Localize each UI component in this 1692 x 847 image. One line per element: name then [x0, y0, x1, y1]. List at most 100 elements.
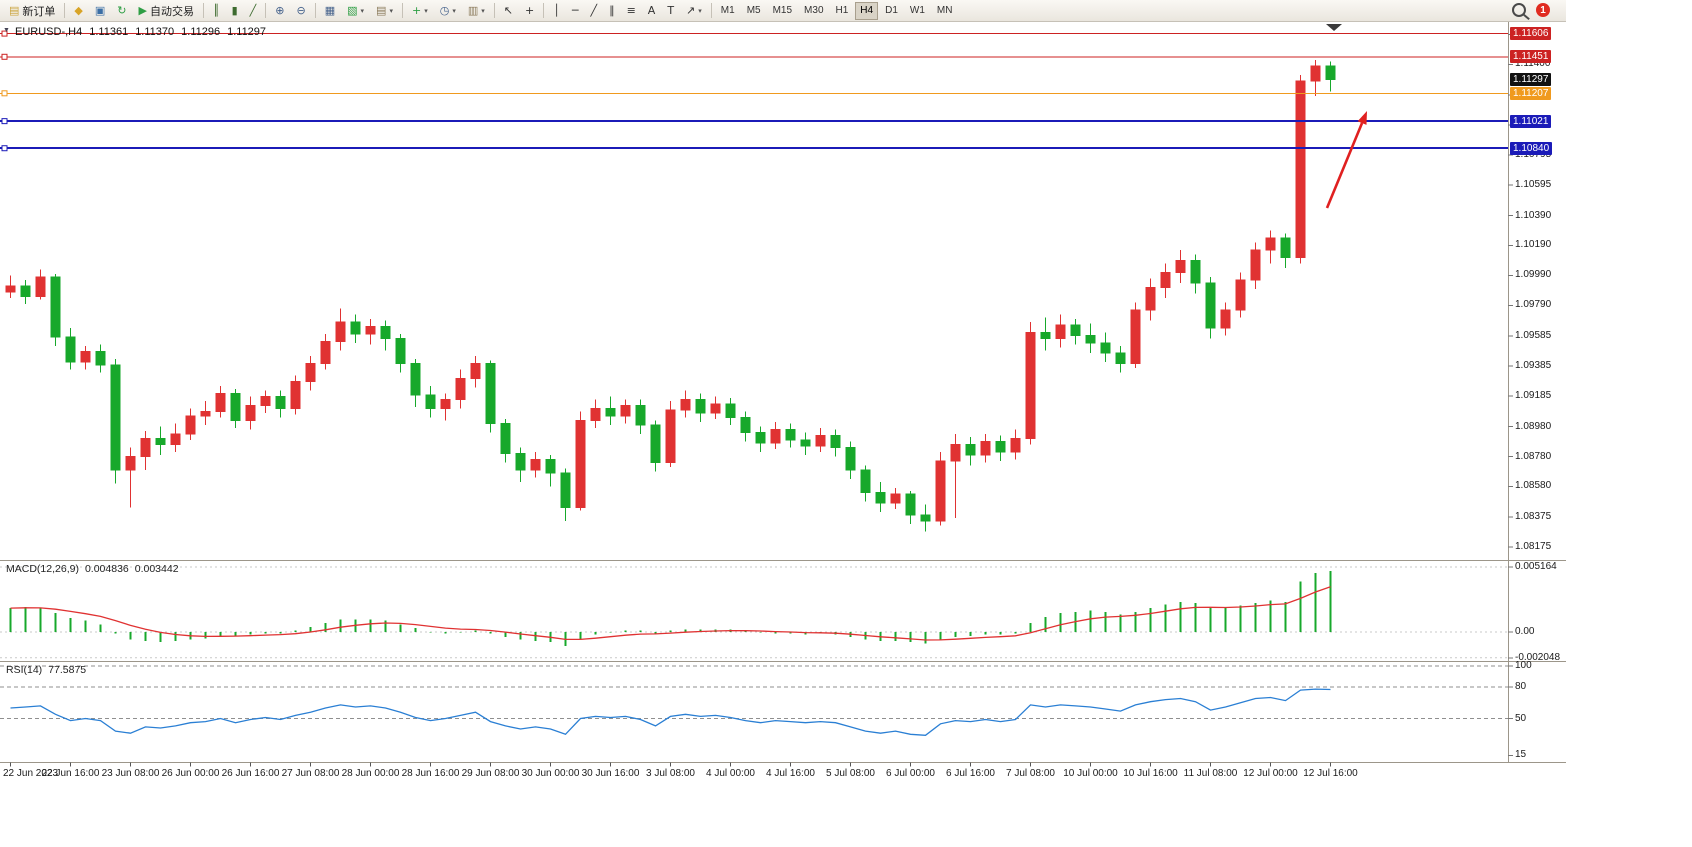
templates-button[interactable]: ▥ ▾: [463, 1, 490, 21]
macd-histogram-bar: [939, 632, 942, 640]
line-chart-button[interactable]: ╱: [245, 1, 262, 21]
chart-shift-marker[interactable]: [1326, 24, 1342, 31]
trendline-button[interactable]: ╱: [585, 1, 602, 21]
fibonacci-button[interactable]: ≡: [622, 1, 641, 21]
line-handle[interactable]: [1, 90, 8, 97]
macd-histogram-bar: [204, 632, 207, 639]
macd-histogram-bar: [324, 623, 327, 632]
candle: [1310, 65, 1321, 82]
bar-close-value: 1.11297: [227, 26, 267, 38]
candle: [545, 458, 556, 474]
candle: [1070, 324, 1081, 336]
macd-histogram-bar: [84, 620, 87, 632]
macd-histogram-bar: [1149, 608, 1152, 632]
tf-mn-button-label: MN: [936, 5, 953, 16]
macd-histogram-bar: [1044, 616, 1047, 632]
line-handle[interactable]: [1, 53, 8, 60]
candlestick-button[interactable]: ▮: [227, 1, 243, 21]
candle: [665, 409, 676, 463]
arrow-annotation[interactable]: [1325, 122, 1364, 209]
candle: [1175, 259, 1186, 273]
profiles-button[interactable]: ▤ ▾: [371, 1, 398, 21]
macd-histogram-bar: [489, 632, 492, 634]
market-icon: ◆: [74, 4, 83, 17]
macd-histogram-bar: [279, 632, 282, 634]
crosshair-button[interactable]: +: [520, 1, 539, 21]
tf-m1-button[interactable]: M1: [716, 2, 740, 20]
candle: [830, 435, 841, 449]
arrows-button[interactable]: ↗ ▾: [681, 1, 707, 21]
new-chart-button[interactable]: ▧ ▾: [342, 1, 369, 21]
candle: [1160, 271, 1171, 288]
one-click-trading-toggle[interactable]: ▼: [3, 27, 10, 34]
tf-h1-button[interactable]: H1: [831, 2, 854, 20]
text-label-button[interactable]: T: [662, 1, 679, 21]
candle: [5, 285, 16, 293]
candle: [950, 444, 961, 462]
toolbar-separator: [710, 3, 712, 18]
macd-histogram-bar: [9, 608, 12, 632]
bar-chart-button[interactable]: ║: [208, 1, 225, 21]
tf-m30-button[interactable]: M30: [799, 2, 828, 20]
candle: [605, 408, 616, 417]
macd-histogram-bar: [534, 632, 537, 641]
tf-mn-button[interactable]: MN: [932, 2, 958, 20]
tile-windows-button[interactable]: ▦: [320, 1, 340, 21]
candle: [125, 456, 136, 471]
horizontal-line-button[interactable]: ─: [567, 1, 584, 21]
dropdown-caret-icon: ▾: [389, 7, 393, 15]
macd-histogram-bar: [1314, 572, 1317, 632]
tf-m15-button[interactable]: M15: [768, 2, 797, 20]
tf-d1-button-label: D1: [885, 5, 898, 16]
macd-histogram-bar: [1194, 603, 1197, 632]
autotrading-button[interactable]: ▶ 自动交易: [134, 1, 199, 21]
tf-d1-button[interactable]: D1: [880, 2, 903, 20]
candle: [680, 399, 691, 411]
tf-m5-button[interactable]: M5: [742, 2, 766, 20]
candle: [1055, 324, 1066, 339]
line-handle[interactable]: [1, 118, 8, 125]
zoom-in-button[interactable]: ⊕: [270, 1, 289, 21]
channel-button[interactable]: ∥: [604, 1, 620, 21]
text-button[interactable]: A: [643, 1, 661, 21]
toolbar-separator: [265, 3, 267, 18]
zoom-out-button[interactable]: ⊖: [292, 1, 311, 21]
line-handle[interactable]: [1, 30, 8, 37]
candle: [740, 417, 751, 434]
search-icon[interactable]: [1512, 3, 1526, 17]
signals-button[interactable]: ▣: [90, 1, 110, 21]
periods-button[interactable]: ◷ ▾: [435, 1, 461, 21]
tf-h4-button[interactable]: H4: [855, 1, 879, 20]
refresh-icon: ↻: [117, 4, 127, 17]
candle: [590, 408, 601, 422]
new-order-button[interactable]: ▤ 新订单: [4, 1, 60, 21]
macd-histogram-bar: [444, 632, 447, 634]
dropdown-caret-icon: ▾: [481, 7, 485, 15]
indicators-button[interactable]: + ▾: [407, 1, 433, 21]
macd-histogram-bar: [1329, 571, 1332, 632]
candle: [995, 441, 1006, 453]
notification-badge[interactable]: 1: [1536, 3, 1550, 17]
candle: [845, 447, 856, 471]
autotrading-button-label: 自动交易: [149, 5, 194, 18]
refresh-button[interactable]: ↻: [112, 1, 131, 21]
candle: [500, 423, 511, 455]
candle: [575, 420, 586, 508]
candle: [755, 432, 766, 444]
vertical-line-button[interactable]: │: [548, 1, 565, 21]
macd-histogram-bar: [219, 632, 222, 636]
candle: [1295, 80, 1306, 258]
macd-histogram-bar: [159, 632, 162, 643]
cursor-button[interactable]: ↖: [499, 1, 518, 21]
macd-histogram-bar: [1254, 603, 1257, 632]
line-handle[interactable]: [1, 145, 8, 152]
arrow-annotation-head[interactable]: [1357, 111, 1367, 125]
macd-histogram-bar: [399, 624, 402, 632]
market-button[interactable]: ◆: [69, 1, 87, 21]
macd-histogram-bar: [669, 630, 672, 632]
macd-histogram-bar: [309, 626, 312, 632]
tf-w1-button[interactable]: W1: [905, 2, 930, 20]
macd-histogram-bar: [1239, 605, 1242, 632]
macd-histogram-bar: [234, 632, 237, 636]
